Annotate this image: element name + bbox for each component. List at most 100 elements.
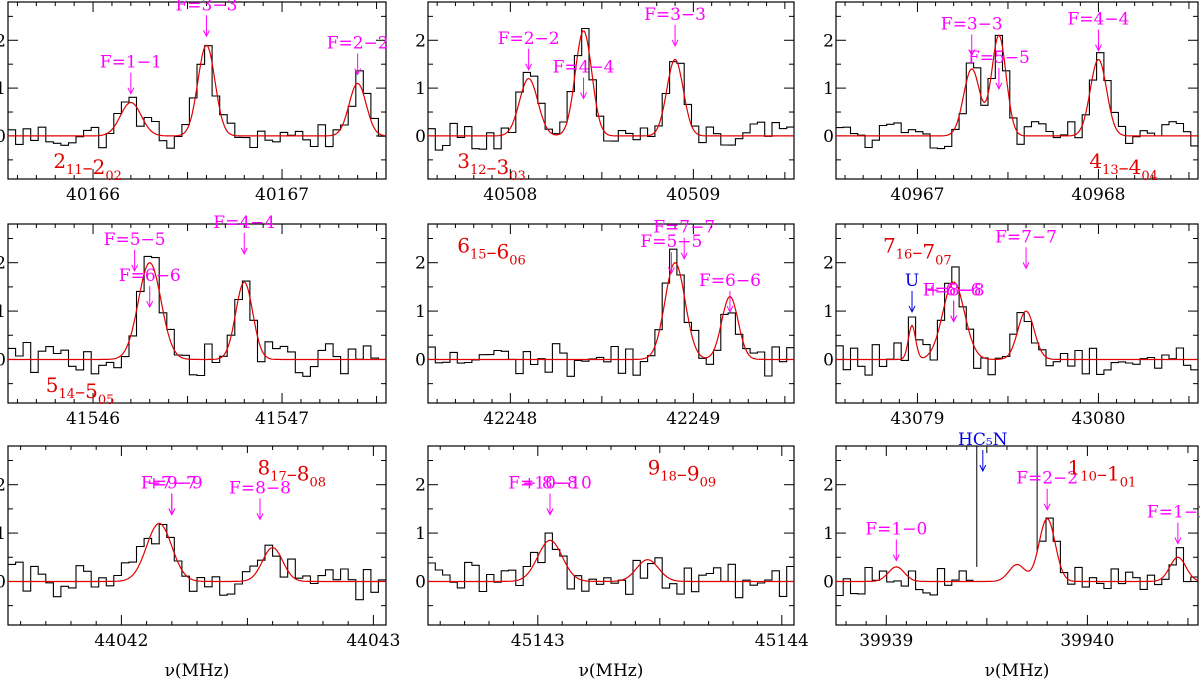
y-tick-label: 1 bbox=[823, 524, 834, 544]
x-tick-label: 45143 bbox=[511, 631, 565, 651]
hfs-label: F=1−2 bbox=[1147, 503, 1200, 523]
arrow-head bbox=[1095, 44, 1102, 52]
y-tick-label: 2 bbox=[823, 476, 834, 496]
y-tick-label: 2 bbox=[0, 254, 6, 274]
hfs-label: F=1−1 bbox=[100, 53, 162, 73]
arrow-head bbox=[995, 82, 1003, 91]
arrow-head bbox=[1022, 262, 1030, 270]
hfs-label: F=6−6 bbox=[699, 271, 761, 291]
panel-8: 0 1 2 45143 45144 F=10−10+ 8−8 918–909 bbox=[415, 445, 809, 651]
hfs-label: F=5−5 bbox=[104, 230, 166, 250]
x-tick-label: 41546 bbox=[66, 409, 120, 429]
hfs-label: F=4−4 bbox=[213, 213, 275, 233]
hfs-label: +7−7 bbox=[147, 474, 197, 494]
hfs-label: F=3−3 bbox=[941, 14, 1003, 34]
arrow-head bbox=[146, 300, 154, 309]
y-tick-label: 1 bbox=[823, 302, 834, 322]
y-tick-label: 1 bbox=[415, 524, 426, 544]
x-tick-label: 45144 bbox=[755, 631, 809, 651]
hfs-label: F=2−2 bbox=[1016, 469, 1078, 489]
transition-label: 615–606 bbox=[457, 233, 526, 268]
arrow-head bbox=[131, 264, 139, 272]
y-tick-label: 0 bbox=[0, 350, 6, 370]
x-tick-label: 39940 bbox=[1060, 631, 1114, 651]
arrow-head bbox=[240, 247, 248, 255]
arrow-head bbox=[1043, 503, 1051, 511]
model-fit-curve bbox=[428, 30, 794, 137]
model-fit-curve bbox=[428, 262, 794, 361]
x-tick-label: 42248 bbox=[483, 409, 537, 429]
y-tick-label: 0 bbox=[0, 572, 6, 592]
x-tick-label: 44042 bbox=[94, 631, 148, 651]
plot-frame bbox=[427, 223, 795, 404]
observed-spectrum bbox=[8, 523, 386, 601]
x-tick-label: 44043 bbox=[346, 631, 400, 651]
arrow-head bbox=[203, 30, 210, 38]
x-tick-label: 40166 bbox=[66, 185, 120, 205]
arrow-head bbox=[908, 305, 916, 314]
model-fit-curve bbox=[428, 539, 794, 583]
y-tick-label: 2 bbox=[415, 254, 426, 274]
hfs-label: F=10−10 bbox=[508, 474, 592, 494]
hfs-label: F=1−0 bbox=[865, 520, 927, 540]
transition-label: 413–404 bbox=[1089, 149, 1158, 184]
arrow-head bbox=[950, 315, 958, 323]
hfs-label: F=5−5 bbox=[968, 48, 1030, 68]
hfs-label: F=4−4 bbox=[553, 57, 615, 77]
panel-6: 0 1 2 43079 43080 F=7−7 U F=8−8+ 6−6 716–707 bbox=[823, 223, 1199, 429]
observed-spectrum bbox=[428, 532, 794, 599]
y-tick-label: 0 bbox=[823, 572, 834, 592]
y-tick-label: 2 bbox=[0, 31, 6, 51]
model-fit-curve bbox=[8, 44, 386, 137]
y-tick-label: 2 bbox=[0, 476, 6, 496]
y-tick-label: 0 bbox=[823, 127, 834, 147]
hfs-label: F=7−7 bbox=[653, 218, 715, 238]
arrow-head bbox=[1174, 537, 1182, 545]
arrow-head bbox=[892, 554, 900, 562]
panel-4: 0 1 2 41546 41547 F=5−5 F=6−6 F=4−4 514–505 bbox=[0, 213, 387, 429]
x-tick-label: 40509 bbox=[666, 185, 720, 205]
y-tick-label: 1 bbox=[415, 79, 426, 99]
transition-label: 817–808 bbox=[257, 455, 326, 490]
y-tick-label: 0 bbox=[415, 127, 426, 147]
arrow-head bbox=[680, 252, 688, 260]
y-tick-label: 2 bbox=[823, 254, 834, 274]
species-label: HC₅N bbox=[958, 430, 1008, 450]
transition-label: 312–303 bbox=[457, 149, 526, 184]
y-tick-label: 0 bbox=[823, 350, 834, 370]
hfs-label: F=9−9 bbox=[141, 474, 203, 494]
arrow-head bbox=[256, 513, 264, 521]
y-tick-label: 2 bbox=[823, 31, 834, 51]
y-tick-label: 0 bbox=[415, 572, 426, 592]
plot-frame bbox=[427, 1, 795, 180]
plot-frame bbox=[835, 1, 1199, 180]
y-tick-label: 1 bbox=[0, 302, 6, 322]
arrow-head bbox=[979, 464, 987, 473]
x-axis-title: ν(MHz) bbox=[985, 661, 1050, 681]
arrow-head bbox=[726, 305, 734, 314]
observed-spectrum bbox=[8, 255, 386, 377]
x-tick-label: 40968 bbox=[1071, 185, 1125, 205]
observed-spectrum bbox=[428, 27, 794, 151]
x-tick-label: 43080 bbox=[1071, 409, 1125, 429]
arrow-head bbox=[168, 508, 176, 516]
arrow-head bbox=[671, 39, 679, 47]
hfs-label: F=8−8 bbox=[229, 478, 291, 498]
observed-spectrum bbox=[428, 248, 794, 377]
model-fit-curve bbox=[836, 281, 1198, 361]
arrow-head bbox=[968, 49, 976, 57]
y-tick-label: 0 bbox=[415, 350, 426, 370]
hfs-label: F=5−5 bbox=[640, 232, 702, 252]
plot-frame bbox=[7, 1, 387, 180]
y-tick-label: 2 bbox=[415, 31, 426, 51]
x-tick-label: 41547 bbox=[255, 409, 309, 429]
hfs-label: F=2−2 bbox=[327, 34, 389, 54]
panel-9: 0 1 2 39939 39940 F=1−0 F=2−2 F=1−2 HC₅N 110–101 bbox=[823, 430, 1200, 651]
x-tick-label: 40967 bbox=[890, 185, 944, 205]
arrow-head bbox=[546, 508, 554, 516]
plot-frame bbox=[7, 223, 387, 404]
arrow-head bbox=[525, 63, 533, 71]
plot-frame bbox=[835, 445, 1199, 626]
arrow-head bbox=[127, 87, 135, 95]
